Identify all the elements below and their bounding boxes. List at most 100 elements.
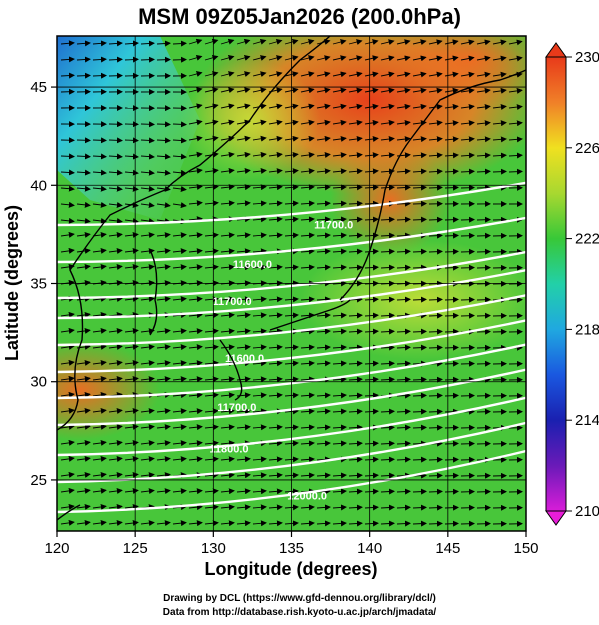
wind-vector	[220, 54, 235, 61]
wind-vector	[76, 153, 91, 160]
wind-vector	[380, 184, 395, 191]
wind-vector	[300, 39, 315, 45]
wind-vector	[348, 328, 363, 335]
wind-vector	[508, 104, 523, 111]
wind-vector	[188, 248, 203, 255]
wind-vector	[268, 504, 283, 511]
wind-vector	[332, 87, 347, 94]
wind-vector	[316, 87, 331, 94]
wind-vector	[236, 344, 251, 351]
wind-vector	[332, 472, 347, 479]
wind-vector	[492, 87, 507, 94]
wind-vector	[316, 360, 331, 367]
wind-vector	[140, 169, 155, 176]
wind-vector	[300, 119, 315, 126]
wind-vector	[236, 312, 251, 319]
y-axis-ticks: 25 30 35 40 45	[30, 79, 57, 489]
wind-vector	[188, 360, 203, 367]
wind-vector	[188, 392, 203, 399]
wind-vector	[444, 264, 459, 271]
contour-label: 11600.0	[233, 259, 272, 271]
wind-vector	[140, 185, 155, 192]
wind-vector	[252, 344, 267, 351]
wind-vector	[204, 360, 219, 367]
wind-vector	[476, 104, 491, 110]
wind-vector	[252, 424, 267, 431]
wind-vector	[460, 103, 475, 110]
wind-vector	[188, 151, 203, 158]
wind-vector	[332, 424, 347, 431]
wind-vector	[428, 296, 443, 303]
wind-vector	[412, 152, 427, 159]
wind-vector	[380, 136, 395, 143]
wind-vector	[188, 408, 203, 415]
wind-vector	[252, 360, 267, 367]
wind-vector	[108, 488, 123, 494]
wind-vector	[220, 151, 235, 158]
wind-vector	[268, 360, 283, 367]
wind-vector	[412, 488, 427, 495]
wind-vector	[92, 201, 107, 208]
wind-vector	[60, 343, 75, 350]
wind-vector	[508, 87, 523, 94]
wind-vector	[140, 248, 155, 255]
wind-vector	[380, 520, 395, 527]
wind-vector	[460, 136, 475, 143]
wind-vector	[252, 55, 267, 61]
wind-vector	[316, 440, 331, 447]
wind-vector	[444, 360, 459, 367]
wind-vector	[188, 216, 203, 223]
wind-vector	[252, 312, 267, 319]
wind-vector	[348, 168, 363, 175]
wind-vector	[108, 520, 123, 526]
wind-vector	[252, 248, 267, 255]
wind-vector	[300, 184, 315, 191]
wind-vector	[268, 232, 283, 239]
wind-vector	[460, 120, 475, 127]
wind-vector	[124, 328, 139, 334]
wind-vector	[444, 520, 459, 527]
wind-vector	[172, 248, 187, 255]
x-axis-label: Longitude (degrees)	[204, 559, 377, 579]
wind-vector	[348, 456, 363, 463]
wind-vector	[60, 439, 75, 446]
wind-vector	[172, 202, 187, 209]
wind-vector	[220, 103, 235, 110]
wind-vector	[396, 71, 411, 78]
credits: Drawing by DCL (https://www.gfd-dennou.o…	[0, 592, 599, 620]
wind-vector	[204, 472, 219, 479]
wind-vector	[220, 424, 235, 431]
wind-vector	[92, 327, 107, 334]
wind-vector	[92, 295, 107, 302]
wind-vector	[92, 487, 107, 494]
wind-vector	[380, 328, 395, 335]
wind-vector	[140, 137, 155, 144]
wind-vector	[92, 439, 107, 446]
wind-vector	[492, 39, 507, 46]
wind-vector	[268, 38, 283, 45]
temperature-field: 11700.0 11600.0 11700.0 11600.0 11700.0 11800…	[57, 36, 526, 531]
wind-vector	[60, 231, 75, 238]
wind-vector	[348, 200, 363, 207]
wind-vector	[332, 39, 347, 45]
wind-vector	[332, 328, 347, 335]
wind-vector	[252, 151, 267, 158]
wind-vector	[396, 168, 411, 175]
wind-vector	[332, 520, 347, 527]
wind-vector	[172, 344, 187, 351]
wind-vector	[428, 71, 443, 78]
wind-vector	[124, 440, 139, 446]
wind-vector	[412, 248, 427, 255]
wind-vector	[380, 456, 395, 463]
wind-vector	[236, 504, 251, 511]
wind-vector	[220, 200, 235, 207]
wind-vector	[124, 424, 139, 430]
wind-vector	[188, 87, 203, 94]
colorbar-tick-label: 222	[575, 231, 599, 248]
wind-vector	[268, 71, 283, 78]
wind-vector	[492, 152, 507, 159]
wind-vector	[60, 455, 75, 462]
wind-vector	[188, 504, 203, 511]
wind-vector	[188, 135, 203, 142]
